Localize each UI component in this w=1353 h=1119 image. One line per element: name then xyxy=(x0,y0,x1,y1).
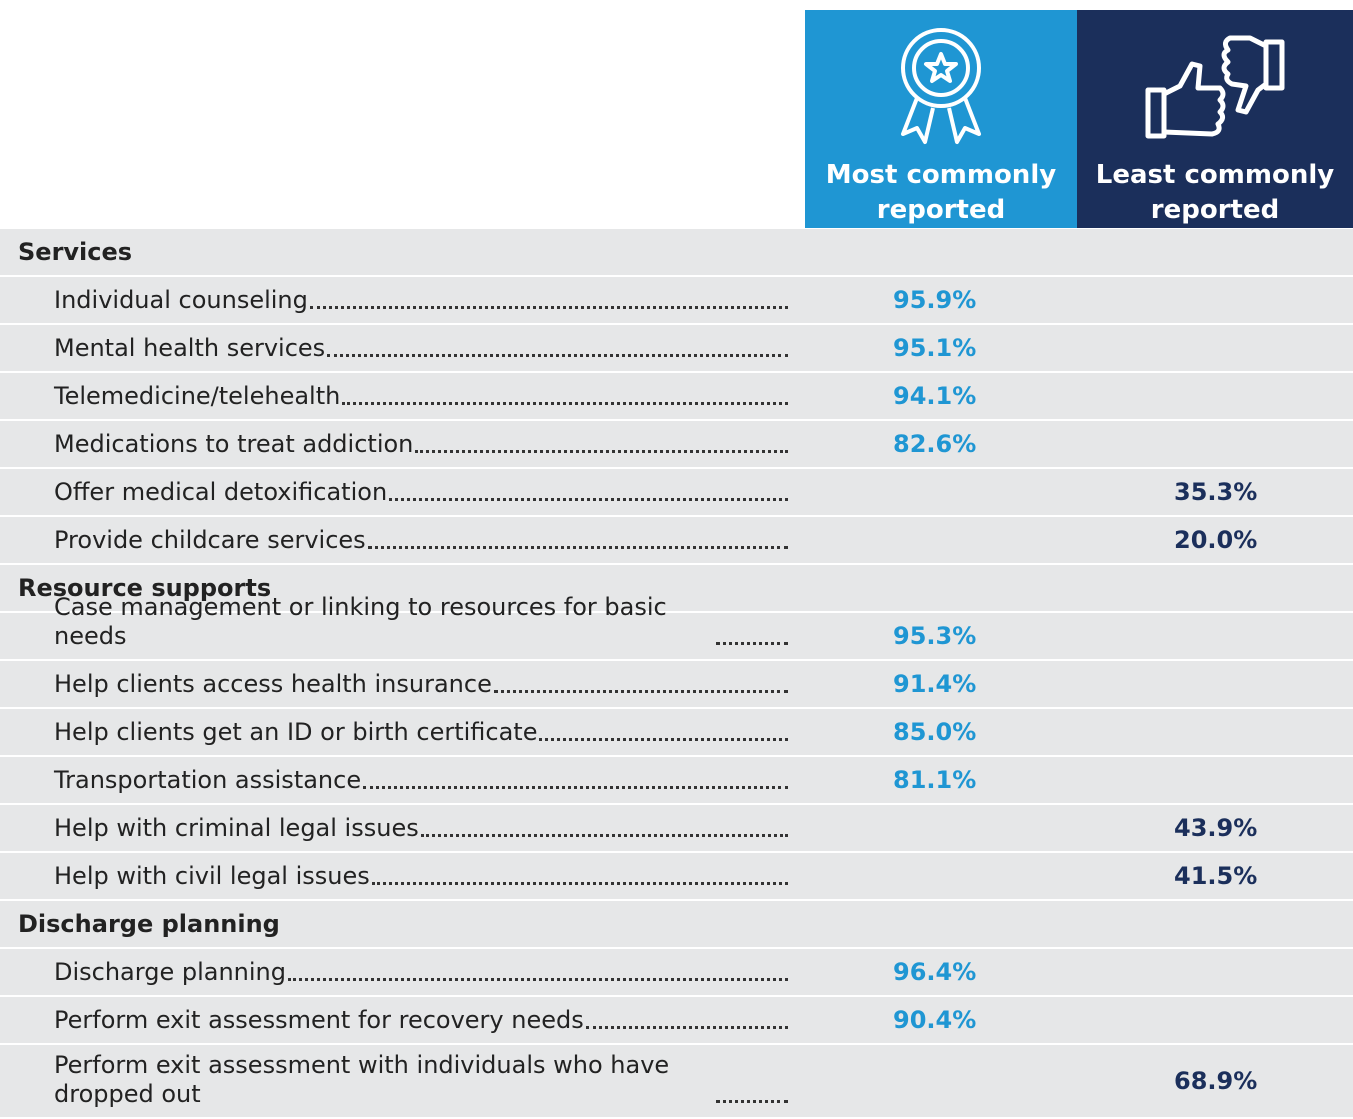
row-label: Discharge planning xyxy=(54,958,790,987)
most-value: 90.4% xyxy=(893,1006,977,1034)
dot-leader xyxy=(367,546,788,549)
row-label: Perform exit assessment with individuals… xyxy=(54,1051,790,1109)
table-row: Offer medical detoxification 35.3% xyxy=(0,469,1353,515)
row-label: Individual counseling xyxy=(54,286,790,315)
dot-leader xyxy=(363,786,788,789)
row-label-text: Help with criminal legal issues xyxy=(54,814,419,842)
least-value: 43.9% xyxy=(1174,814,1258,842)
row-label: Medications to treat addiction xyxy=(54,430,790,459)
most-value: 91.4% xyxy=(893,670,977,698)
medal-icon xyxy=(901,28,981,144)
row-label-text: Medications to treat addiction xyxy=(54,430,414,458)
row-label: Help with civil legal issues xyxy=(54,862,790,891)
row-label-text: Case management or linking to resources … xyxy=(54,593,667,650)
most-value: 95.1% xyxy=(893,334,977,362)
least-header-text: Least commonly reported xyxy=(1095,160,1335,225)
row-label-text: Perform exit assessment with individuals… xyxy=(54,1051,670,1108)
table-row: Perform exit assessment for recovery nee… xyxy=(0,997,1353,1043)
section-title: Discharge planning xyxy=(0,901,1353,947)
table-row: Mental health services 95.1% xyxy=(0,325,1353,371)
row-label-text: Mental health services xyxy=(54,334,326,362)
most-value: 81.1% xyxy=(893,766,977,794)
row-label-text: Help clients get an ID or birth certific… xyxy=(54,718,538,746)
row-label-text: Help with civil legal issues xyxy=(54,862,370,890)
dot-leader xyxy=(287,978,788,981)
most-value: 96.4% xyxy=(893,958,977,986)
row-label: Offer medical detoxification xyxy=(54,478,790,507)
row-label-text: Help clients access health insurance xyxy=(54,670,492,698)
row-label: Transportation assistance xyxy=(54,766,790,795)
dot-leader xyxy=(342,402,788,405)
row-label: Telemedicine/telehealth xyxy=(54,382,790,411)
least-value: 41.5% xyxy=(1174,862,1258,890)
dot-leader xyxy=(539,738,788,741)
row-label: Help clients get an ID or birth certific… xyxy=(54,718,790,747)
row-label: Help clients access health insurance xyxy=(54,670,790,699)
table: Services Individual counseling 95.9% Mental… xyxy=(0,229,1353,1119)
row-label-text: Provide childcare services xyxy=(54,526,366,554)
section-title: Resource supports xyxy=(0,565,1353,611)
row-label-text: Individual counseling xyxy=(54,286,308,314)
most-value: 94.1% xyxy=(893,382,977,410)
table-row: Provide childcare services 20.0% xyxy=(0,517,1353,563)
table-row: Individual counseling 95.9% xyxy=(0,277,1353,323)
dot-leader xyxy=(585,1026,788,1029)
row-label: Help with criminal legal issues xyxy=(54,814,790,843)
row-label-text: Telemedicine/telehealth xyxy=(54,382,341,410)
row-label: Case management or linking to resources … xyxy=(54,593,790,651)
dot-leader xyxy=(371,882,788,885)
table-row: Help with civil legal issues 41.5% xyxy=(0,853,1353,899)
row-label-text: Perform exit assessment for recovery nee… xyxy=(54,1006,584,1034)
row-label: Provide childcare services xyxy=(54,526,790,555)
dot-leader xyxy=(716,1100,788,1103)
dot-leader xyxy=(327,354,788,357)
least-header: Least commonly reported xyxy=(1077,10,1353,228)
row-label-text: Transportation assistance xyxy=(54,766,362,794)
dot-leader xyxy=(493,690,788,693)
table-row: Discharge planning 96.4% xyxy=(0,949,1353,995)
table-row: Telemedicine/telehealth 94.1% xyxy=(0,373,1353,419)
most-header: Most commonly reported xyxy=(805,10,1077,228)
least-value: 20.0% xyxy=(1174,526,1258,554)
table-row: Perform exit assessment with individuals… xyxy=(0,1045,1353,1117)
least-value: 68.9% xyxy=(1174,1067,1258,1095)
dot-leader xyxy=(420,834,788,837)
most-value: 95.9% xyxy=(893,286,977,314)
dot-leader xyxy=(309,306,788,309)
table-row: Case management or linking to resources … xyxy=(0,593,1353,659)
table-row: Medications to treat addiction 82.6% xyxy=(0,421,1353,467)
dot-leader xyxy=(716,642,788,645)
table-row: Help with criminal legal issues 43.9% xyxy=(0,805,1353,851)
most-value: 82.6% xyxy=(893,430,977,458)
most-value: 85.0% xyxy=(893,718,977,746)
most-header-text: Most commonly reported xyxy=(825,160,1057,225)
thumbs-icon xyxy=(1145,35,1285,139)
row-label: Perform exit assessment for recovery nee… xyxy=(54,1006,790,1035)
table-row: Help clients access health insurance 91.4… xyxy=(0,661,1353,707)
dot-leader xyxy=(389,498,788,501)
row-label-text: Offer medical detoxification xyxy=(54,478,388,506)
least-value: 35.3% xyxy=(1174,478,1258,506)
dot-leader xyxy=(415,450,788,453)
most-value: 95.3% xyxy=(893,622,977,650)
section-title: Services xyxy=(0,229,1353,275)
row-label: Mental health services xyxy=(54,334,790,363)
row-label-text: Discharge planning xyxy=(54,958,286,986)
table-row: Help clients get an ID or birth certific… xyxy=(0,709,1353,755)
table-row: Transportation assistance 81.1% xyxy=(0,757,1353,803)
